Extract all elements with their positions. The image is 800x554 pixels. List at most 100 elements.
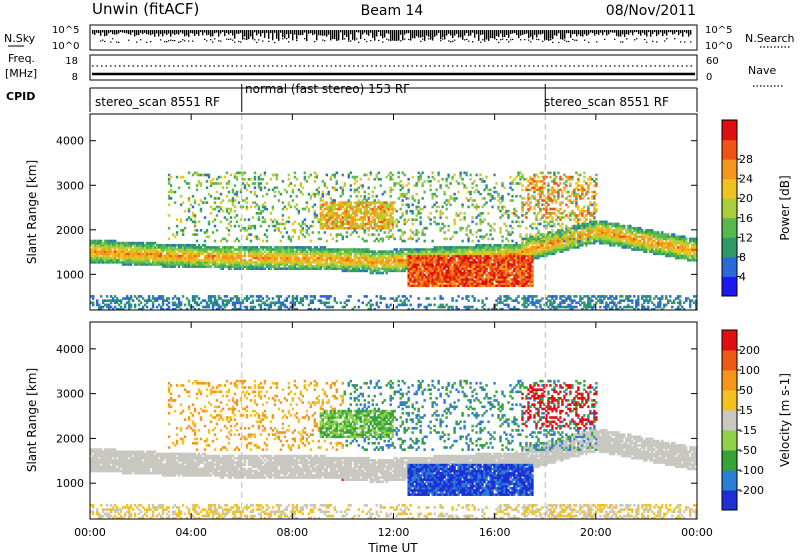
power-cell [359,207,362,211]
nsearch-dot [508,41,510,43]
power-cell [105,254,109,258]
power-cell [413,256,416,260]
nsky-bar [138,30,140,36]
power-cell [229,252,233,256]
power-cell [195,250,199,253]
power-cell [515,269,518,273]
power-cell [303,222,307,226]
power-cell [385,220,388,224]
power-cell [443,256,446,260]
power-cell [393,261,396,264]
power-cell [281,252,285,256]
power-cell [345,218,348,222]
power-cell [385,218,388,222]
power-cell [431,275,434,279]
power-cell [513,207,516,211]
power-cell [441,256,444,260]
power-cell [415,214,418,217]
power-cell [275,252,279,256]
power-cell [325,252,329,256]
power-cell [197,203,201,207]
power-cell [429,265,432,268]
power-cell [179,243,183,247]
power-cell [181,252,185,256]
power-cell [373,250,376,253]
power-cell [307,261,311,264]
power-cell [317,258,321,262]
power-cell [441,265,444,268]
power-cell [137,307,141,311]
power-cell [511,248,514,251]
power-cell [183,246,187,249]
power-cell [413,199,416,202]
power-cell [217,303,221,307]
power-cell [221,250,225,253]
power-cell [157,256,161,260]
power-cell [243,297,247,300]
power-cell [161,307,165,311]
power-cell [233,256,237,260]
power-cell [299,231,303,234]
power-cell [491,278,494,281]
power-cell [437,180,440,183]
power-cell [429,258,432,262]
power-cell [355,265,358,268]
power-cell [119,252,123,256]
power-cell [343,252,346,256]
nsearch-dot [466,38,468,41]
power-cell [109,301,113,305]
power-cell [145,252,149,256]
power-cell [497,243,500,247]
power-cell [259,246,263,249]
power-cell [327,254,331,258]
power-cell [109,258,113,262]
power-cell [359,212,362,215]
power-cell [141,297,145,300]
power-cell [183,252,187,256]
power-cell [167,177,171,181]
power-cell [443,284,446,288]
power-cell [107,305,111,309]
power-cell [263,254,267,258]
power-cell [449,269,452,273]
power-cell [121,256,125,260]
power-cell [367,222,370,226]
power-cell [287,248,291,251]
power-cell [443,250,446,253]
power-cell [367,301,370,305]
power-cell [123,254,127,258]
power-cell [349,171,352,175]
power-cell [427,303,430,307]
power-cell [147,258,151,262]
power-cell [483,203,486,207]
power-cell [241,301,245,305]
power-cell [503,273,506,277]
power-cell [511,280,514,283]
nsky-bar [666,30,668,36]
power-cell [379,203,382,207]
power-cell [449,197,452,200]
power-cell [139,301,143,305]
power-cell [487,271,490,275]
power-cell [283,267,287,271]
power-cell [99,307,103,311]
power-cell [455,299,458,302]
power-cell [243,246,247,249]
power-cell [401,231,404,234]
power-cell [467,280,470,283]
power-cell [513,258,516,262]
power-cell [161,254,165,258]
power-cell [419,261,422,264]
power-cell [305,246,309,249]
power-cell [517,267,520,271]
power-cell [315,252,319,256]
power-cell [497,275,500,279]
power-cell [137,261,141,264]
power-cell [369,269,372,273]
power-cell [297,188,301,192]
nsky-bar [270,30,272,34]
power-cell [349,261,352,264]
power-cell [389,212,392,215]
power-cell [169,197,173,200]
power-cell [457,214,460,217]
